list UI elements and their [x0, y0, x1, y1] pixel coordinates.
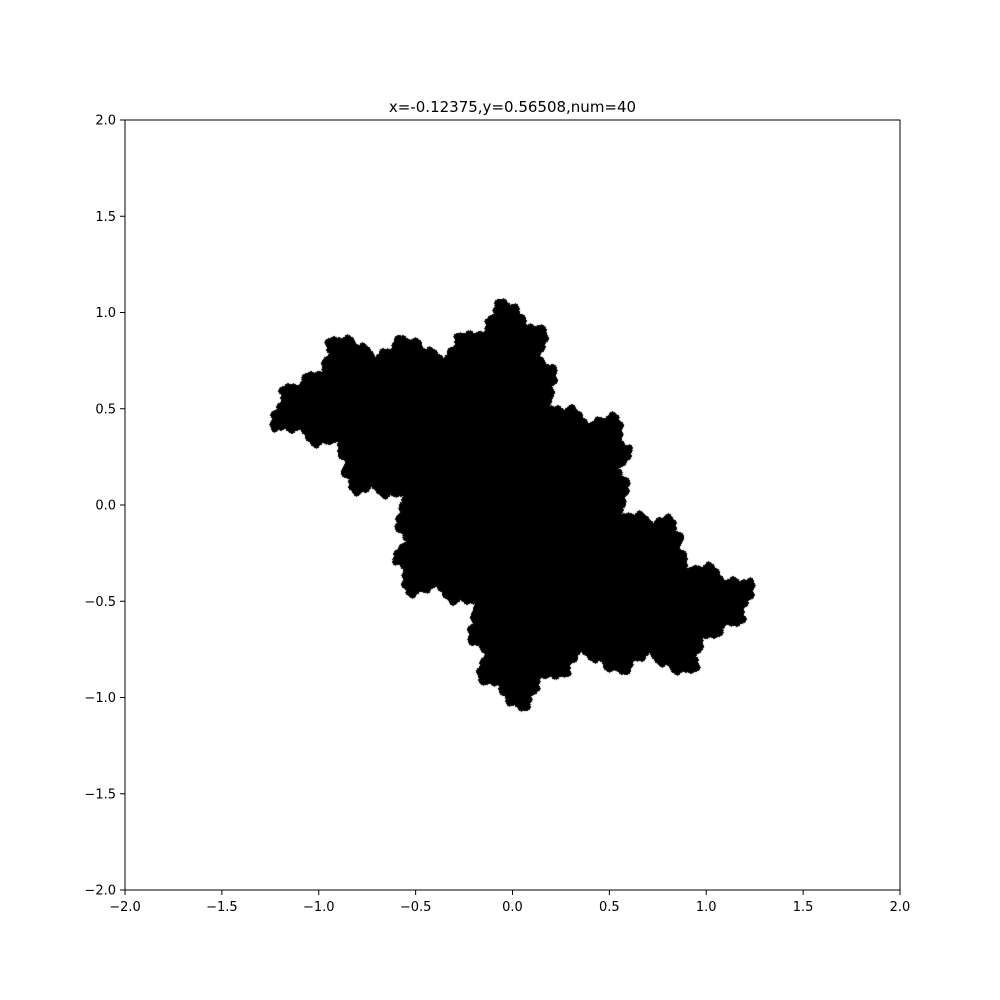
x-tick-label: −2.0: [109, 900, 141, 915]
plot-area: [125, 120, 900, 890]
y-tick-label: 2.0: [95, 114, 116, 129]
x-tick-label: 0.0: [502, 900, 523, 915]
x-tick-label: 1.0: [696, 900, 717, 915]
y-tick-label: −0.5: [84, 595, 116, 610]
x-tick-label: 1.5: [793, 900, 814, 915]
x-tick-label: 2.0: [890, 900, 911, 915]
y-tick-label: −1.0: [84, 691, 116, 706]
y-tick-label: 1.5: [95, 210, 116, 225]
y-axis: −2.0 −1.5 −1.0 −0.5 0.0 0.5 1.0 1.5 2.0: [84, 114, 125, 899]
x-tick-label: −1.0: [303, 900, 335, 915]
plot-frame: [124, 119, 901, 891]
y-tick-label: −2.0: [84, 884, 116, 899]
x-tick-label: −0.5: [400, 900, 432, 915]
x-axis: −2.0 −1.5 −1.0 −0.5 0.0 0.5 1.0 1.5 2.0: [109, 890, 910, 915]
x-tick-label: −1.5: [206, 900, 238, 915]
y-tick-label: 1.0: [95, 306, 116, 321]
y-tick-label: 0.0: [95, 499, 116, 514]
julia-set-scatter: [125, 120, 900, 890]
y-tick-label: −1.5: [84, 787, 116, 802]
chart-title: x=-0.12375,y=0.56508,num=40: [389, 98, 636, 116]
x-tick-label: 0.5: [599, 900, 620, 915]
y-tick-label: 0.5: [95, 402, 116, 417]
